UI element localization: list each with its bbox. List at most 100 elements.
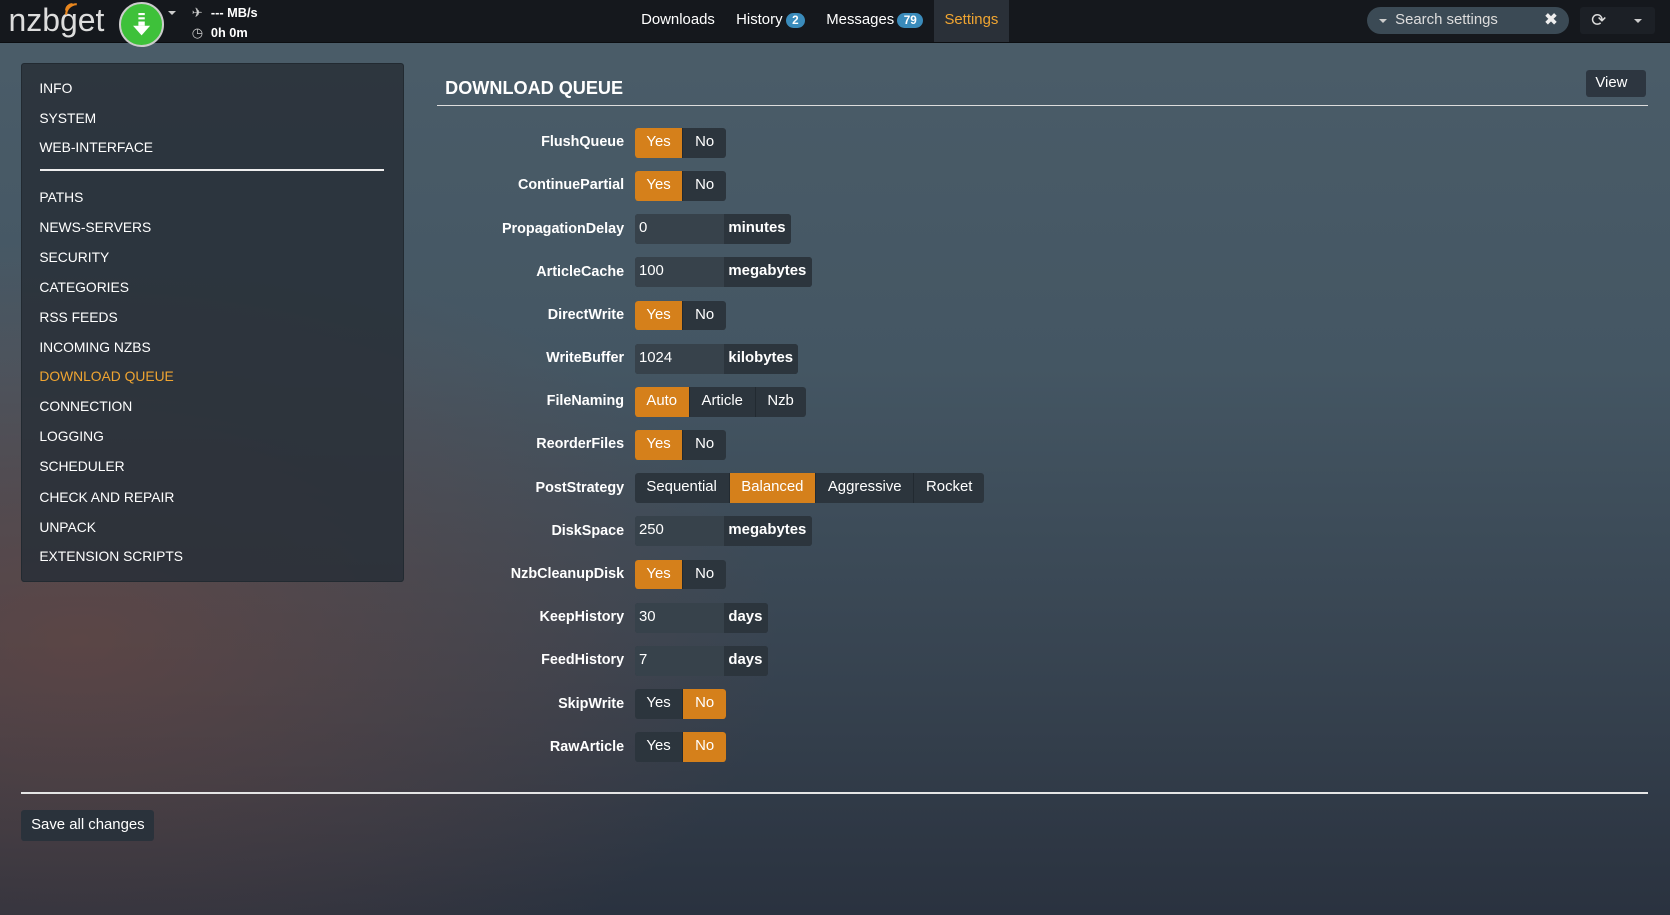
footer-divider [21,792,1648,795]
setting-label: RawArticle [549,738,625,755]
value-field-group: 1024 kilobytes [634,343,799,374]
setting-label: SkipWrite [558,695,625,712]
option-yes-button[interactable]: Yes [646,738,671,755]
option-auto-button[interactable]: Auto [634,386,689,417]
sidebar-item-info[interactable]: INFO [39,79,73,96]
option-article-button[interactable]: Article [688,386,755,417]
menu-chevron-down-icon[interactable] [1633,19,1642,23]
value-input[interactable]: 250 [634,516,725,547]
value-input[interactable]: 100 [634,257,725,288]
unit-label: minutes [724,214,791,244]
status-info: ✈ --- MB/s ◷ 0h 0m [192,3,258,43]
download-toggle-button[interactable] [119,2,164,47]
unit-label: megabytes [724,516,812,547]
tab-history[interactable]: History 2 [726,0,816,42]
option-yes-button[interactable]: Yes [634,127,683,158]
value-input[interactable]: 0 [634,214,725,244]
save-all-button[interactable]: Save all changes [21,810,155,842]
setting-label: WriteBuffer [546,350,625,367]
sidebar-item-download-queue[interactable]: DOWNLOAD QUEUE [39,368,174,385]
chevron-down-icon[interactable] [168,10,177,15]
value-input[interactable]: 1024 [634,343,725,374]
sidebar-item-unpack[interactable]: UNPACK [39,518,96,535]
unit-label: kilobytes [724,343,799,374]
option-group: Yes No [634,430,726,460]
setting-label: PropagationDelay [501,220,625,237]
view-button[interactable]: View [1585,70,1647,97]
option-no-button[interactable]: No [682,559,725,590]
option-balanced-button[interactable]: Balanced [728,473,816,504]
unit-label: megabytes [724,257,812,288]
value-field-group: 0 minutes [634,214,791,244]
setting-label: FlushQueue [541,134,625,151]
option-yes-button[interactable]: Yes [634,430,683,460]
setting-label: DiskSpace [551,522,625,539]
option-group: Yes No [634,170,726,201]
sidebar-item-incoming-nzbs[interactable]: INCOMING NZBS [39,338,151,355]
tab-label: History [736,12,783,28]
setting-label: ReorderFiles [536,436,625,453]
sidebar-item-security[interactable]: SECURITY [39,249,110,266]
setting-label: KeepHistory [539,609,625,626]
option-aggressive-button[interactable]: Aggressive [815,473,913,504]
tab-settings[interactable]: Settings [933,0,1009,42]
option-yes-button[interactable]: Yes [634,559,683,590]
option-no-button[interactable]: No [682,300,725,331]
option-no-button[interactable]: No [682,689,726,720]
option-no-button[interactable]: No [682,732,726,763]
option-group: Yes No [634,732,726,763]
save-label: Save all changes [31,817,145,834]
time-remaining: 0h 0m [210,25,248,41]
section-title: DOWNLOAD QUEUE [445,77,624,98]
refresh-icon[interactable]: ⟳ [1591,9,1607,30]
option-yes-button[interactable]: Yes [646,695,671,712]
speed-icon: ✈ [191,5,203,21]
sidebar-item-extension-scripts[interactable]: EXTENSION SCRIPTS [39,548,184,565]
value-field-group: 7 days [634,646,768,676]
sidebar-item-logging[interactable]: LOGGING [39,428,104,445]
messages-badge: 79 [897,12,924,29]
history-badge: 2 [785,12,805,29]
option-nzb-button[interactable]: Nzb [754,386,806,417]
sidebar-item-news-servers[interactable]: NEWS-SERVERS [39,219,152,236]
value-input[interactable]: 7 [634,646,725,676]
option-sequential-button[interactable]: Sequential [646,479,717,496]
sidebar-item-web-interface[interactable]: WEB-INTERFACE [39,139,154,156]
setting-label: NzbCleanupDisk [510,566,625,583]
sidebar-item-paths[interactable]: PATHS [39,189,84,206]
clear-search-icon[interactable]: ✖ [1543,10,1559,30]
chevron-down-icon[interactable] [1379,19,1388,23]
option-no-button[interactable]: No [682,127,725,158]
option-no-button[interactable]: No [682,430,725,460]
speed-value: --- MB/s [210,5,258,21]
top-bar: nzbget ✈ --- MB/s ◷ 0h 0m Downloads Histor… [0,0,1670,47]
sidebar-item-check-and-repair[interactable]: CHECK AND REPAIR [39,488,175,505]
option-group: Sequential Balanced Aggressive Rocket [634,473,985,504]
setting-label: FileNaming [546,393,625,410]
sidebar-item-scheduler[interactable]: SCHEDULER [39,457,125,474]
main-nav: Downloads History 2 Messages 79 Settings [630,0,1009,42]
value-field-group: 250 megabytes [634,516,812,547]
search-input[interactable]: Search settings ✖ [1367,7,1569,35]
logo-wifi-icon [64,3,77,16]
sidebar-item-rss-feeds[interactable]: RSS FEEDS [39,308,118,325]
tab-label: Downloads [641,12,715,28]
option-rocket-button[interactable]: Rocket [913,473,984,504]
option-no-button[interactable]: No [682,170,725,201]
option-yes-button[interactable]: Yes [634,300,683,331]
option-group: Yes No [634,127,726,158]
sidebar-item-system[interactable]: SYSTEM [39,109,97,126]
setting-label: ArticleCache [536,263,625,280]
value-input[interactable]: 30 [634,602,725,633]
option-yes-button[interactable]: Yes [634,170,683,201]
sidebar-item-categories[interactable]: CATEGORIES [39,278,129,295]
refresh-group: ⟳ [1580,7,1655,35]
tab-label: Messages [826,12,895,28]
setting-label: ContinuePartial [517,177,625,194]
setting-label: DirectWrite [547,306,625,323]
tab-downloads[interactable]: Downloads [630,0,725,42]
option-group: Yes No [634,689,726,720]
sidebar-item-connection[interactable]: CONNECTION [39,398,133,415]
option-group: Auto Article Nzb [634,386,806,417]
tab-messages[interactable]: Messages 79 [816,0,934,42]
